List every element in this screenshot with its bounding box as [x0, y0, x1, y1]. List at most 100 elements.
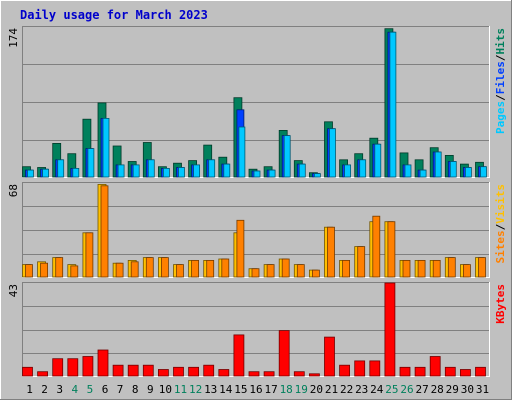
- day-label-19: 19: [295, 383, 308, 396]
- y-max-label: 43: [7, 284, 20, 297]
- bar-pages-day-8: [132, 164, 140, 178]
- day-label-25: 25: [385, 383, 398, 396]
- bar-pages-day-15: [238, 126, 246, 178]
- day-label-22: 22: [340, 383, 353, 396]
- day-label-11: 11: [174, 383, 187, 396]
- bar-sites-day-29: [447, 257, 456, 278]
- day-label-4: 4: [71, 383, 78, 396]
- bar-pages-day-14: [223, 163, 231, 178]
- bar-sites-day-8: [130, 261, 139, 278]
- day-label-23: 23: [355, 383, 368, 396]
- legend-entry: KBytes: [494, 284, 507, 324]
- bar-kbytes-day-6: [97, 349, 109, 377]
- bar-pages-day-2: [42, 168, 49, 178]
- bar-kbytes-day-21: [324, 336, 335, 377]
- bar-pages-day-26: [404, 164, 412, 178]
- bar-sites-day-9: [145, 257, 154, 278]
- day-label-17: 17: [264, 383, 277, 396]
- day-label-7: 7: [117, 383, 124, 396]
- legend-entry: Files: [494, 61, 507, 94]
- bar-kbytes-day-3: [52, 358, 64, 377]
- day-label-26: 26: [400, 383, 413, 396]
- day-label-28: 28: [431, 383, 444, 396]
- legend: Pages/Files/Hits: [494, 28, 507, 134]
- bar-kbytes-day-8: [127, 364, 139, 377]
- bar-kbytes-day-14: [218, 369, 230, 377]
- bar-pages-day-4: [72, 167, 80, 178]
- day-label-27: 27: [415, 383, 428, 396]
- bar-sites-day-14: [221, 258, 230, 278]
- bar-kbytes-day-10: [157, 369, 169, 377]
- bar-pages-day-30: [464, 167, 472, 178]
- legend-entry: /: [494, 54, 507, 61]
- bar-kbytes-day-4: [67, 358, 79, 377]
- day-label-2: 2: [41, 383, 48, 396]
- bar-kbytes-day-27: [414, 366, 426, 377]
- bar-pages-day-27: [419, 169, 427, 178]
- bar-sites-day-18: [281, 258, 290, 278]
- bar-sites-day-23: [357, 246, 366, 278]
- bar-sites-day-5: [85, 232, 94, 278]
- bar-kbytes-day-7: [112, 364, 124, 377]
- bar-sites-day-20: [311, 269, 320, 278]
- bar-pages-day-1: [27, 169, 34, 178]
- day-label-1: 1: [26, 383, 33, 396]
- bar-sites-day-19: [296, 264, 305, 278]
- bar-kbytes-day-5: [82, 356, 94, 377]
- bar-kbytes-day-2: [37, 371, 48, 377]
- bar-sites-day-28: [432, 259, 441, 278]
- day-label-9: 9: [147, 383, 154, 396]
- bar-sites-day-3: [55, 257, 64, 278]
- bar-pages-day-22: [344, 164, 352, 178]
- bar-kbytes-day-29: [444, 366, 456, 377]
- day-label-10: 10: [159, 383, 172, 396]
- bar-pages-day-19: [298, 163, 306, 178]
- bar-sites-day-4: [70, 265, 79, 278]
- bar-sites-day-11: [176, 264, 184, 278]
- bar-pages-day-28: [434, 151, 442, 178]
- bar-pages-day-6: [102, 118, 110, 178]
- panel-hits-files-pages: 174 Pages/Files/Hits: [7, 26, 507, 178]
- panel-kbytes: 43 KBytes: [7, 282, 507, 377]
- bar-pages-day-3: [57, 159, 65, 178]
- bar-sites-day-21: [327, 226, 335, 278]
- bar-kbytes-day-22: [339, 364, 351, 377]
- panel-visits-sites: 68 Sites/Visits: [7, 182, 507, 278]
- legend: KBytes: [494, 284, 507, 324]
- day-label-15: 15: [234, 383, 247, 396]
- legend: Sites/Visits: [494, 184, 507, 264]
- bar-pages-day-21: [329, 128, 336, 178]
- day-label-29: 29: [446, 383, 459, 396]
- bar-pages-day-23: [359, 159, 367, 178]
- bar-kbytes-day-9: [142, 364, 154, 377]
- bar-sites-day-24: [372, 215, 381, 278]
- day-label-8: 8: [132, 383, 139, 396]
- bar-kbytes-day-11: [173, 366, 184, 377]
- bar-kbytes-day-25: [384, 282, 396, 377]
- day-label-6: 6: [102, 383, 109, 396]
- legend-entry: /: [494, 94, 507, 101]
- day-label-3: 3: [56, 383, 63, 396]
- day-label-18: 18: [280, 383, 293, 396]
- bar-kbytes-day-24: [369, 360, 381, 377]
- day-label-31: 31: [476, 383, 489, 396]
- bar-sites-day-27: [417, 259, 426, 278]
- day-label-14: 14: [219, 383, 233, 396]
- bar-sites-day-31: [478, 257, 486, 278]
- bar-sites-day-22: [342, 259, 351, 278]
- bar-pages-day-20: [313, 173, 321, 178]
- bar-sites-day-15: [236, 219, 245, 278]
- day-label-13: 13: [204, 383, 217, 396]
- bar-pages-day-10: [162, 167, 170, 178]
- day-label-21: 21: [325, 383, 338, 396]
- bar-sites-day-7: [115, 262, 124, 278]
- y-max-label: 68: [7, 184, 20, 197]
- bar-kbytes-day-28: [429, 356, 441, 377]
- bar-sites-day-6: [100, 185, 109, 278]
- bar-pages-day-7: [117, 164, 125, 178]
- y-max-label: 174: [7, 28, 20, 48]
- bar-sites-day-13: [206, 259, 215, 278]
- bar-pages-day-25: [389, 31, 397, 178]
